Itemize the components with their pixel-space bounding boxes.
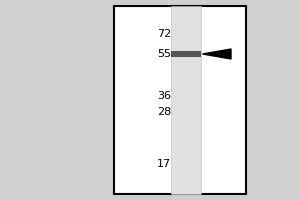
Text: 28: 28 (157, 107, 171, 117)
Bar (171, 6, 201, 194)
Text: 55: 55 (157, 49, 171, 59)
Text: 72: 72 (157, 29, 171, 39)
Bar (114, 6, 246, 194)
Bar (171, 51, 201, 56)
Polygon shape (202, 49, 231, 59)
Text: 36: 36 (157, 91, 171, 101)
Text: 17: 17 (157, 159, 171, 169)
